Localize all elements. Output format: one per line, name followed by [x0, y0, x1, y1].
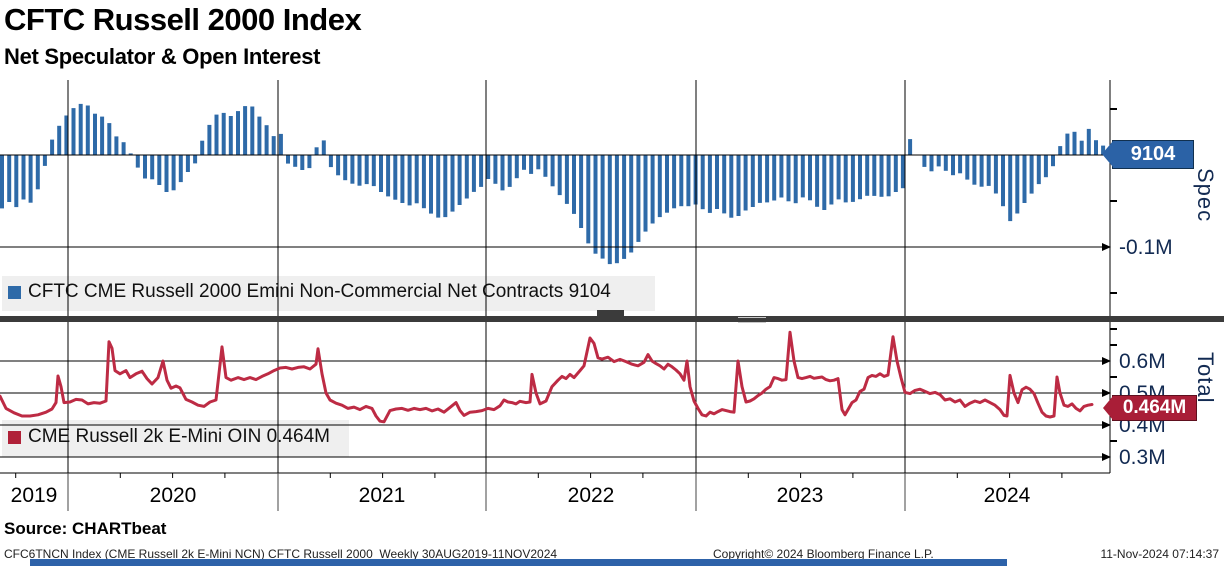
- last-value-tag-total: 0.464M: [1103, 396, 1196, 420]
- axis-title-total: Total: [1193, 352, 1218, 404]
- last-value-tag-spec: 9104: [1102, 141, 1193, 168]
- page-title: CFTC Russell 2000 Index: [4, 2, 362, 37]
- footer-ticker-info: CFC6TNCN Index (CME Russell 2k E-Mini NC…: [4, 547, 558, 561]
- x-axis-year-2022: 2022: [567, 484, 615, 507]
- x-axis-year-2023: 2023: [776, 484, 824, 507]
- legend-item-net-contracts[interactable]: CFTC CME Russell 2000 Emini Non-Commerci…: [8, 281, 611, 303]
- footer-timestamp: 11-Nov-2024 07:14:37: [1100, 547, 1219, 561]
- net-contracts-bars: [0, 103, 1106, 265]
- x-axis-year-2019: 2019: [10, 484, 58, 507]
- x-axis-year-2021: 2021: [358, 484, 406, 507]
- legend-label-open-interest: CME Russell 2k E-Mini OIN 0.464M: [28, 426, 330, 447]
- panel-divider-grip-icon[interactable]: [738, 317, 766, 323]
- bottom-range-bar[interactable]: [30, 559, 1007, 566]
- legend-item-open-interest[interactable]: CME Russell 2k E-Mini OIN 0.464M: [8, 426, 330, 448]
- blue-series-swatch-icon: [8, 285, 21, 299]
- page-subtitle: Net Speculator & Open Interest: [4, 44, 321, 69]
- legend-label-net-contracts: CFTC CME Russell 2000 Emini Non-Commerci…: [28, 281, 611, 302]
- panel-divider[interactable]: [0, 316, 1224, 322]
- footer: CFC6TNCN Index (CME Russell 2k E-Mini NC…: [0, 547, 1224, 561]
- ytick-total-0.3M: 0.3M: [1119, 446, 1166, 469]
- open-interest-line: [0, 330, 1094, 424]
- red-series-swatch-icon: [8, 430, 21, 444]
- x-axis-year-2020: 2020: [149, 484, 197, 507]
- pan-scroll-thumb[interactable]: [597, 310, 624, 316]
- legend-background-spec: [2, 276, 655, 311]
- gridlines: [0, 80, 1110, 473]
- chart-plot-area[interactable]: [0, 80, 1224, 514]
- footer-copyright: Copyright© 2024 Bloomberg Finance L.P.: [713, 547, 934, 561]
- ytick-total-0.6M: 0.6M: [1119, 350, 1166, 373]
- legend-background-total: [2, 420, 349, 457]
- ytick-spec--0.1M: -0.1M: [1119, 236, 1173, 259]
- source-line: Source: CHARTbeat: [4, 519, 167, 538]
- axis-title-spec: Spec: [1193, 168, 1218, 223]
- x-axis-year-2024: 2024: [983, 484, 1031, 507]
